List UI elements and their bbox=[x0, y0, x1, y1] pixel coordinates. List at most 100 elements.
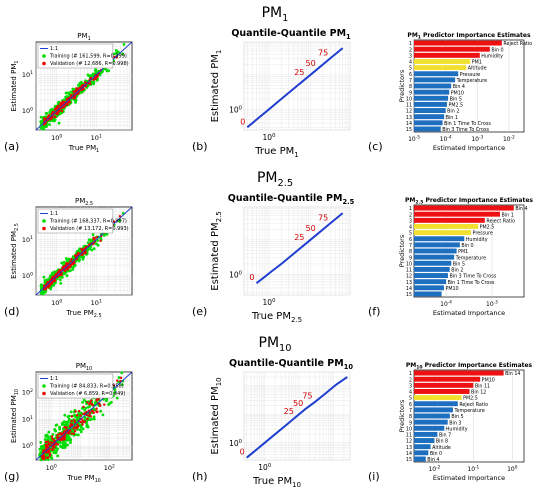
y-axis-label: Estimated PM2.5 bbox=[210, 211, 223, 291]
legend-swatch bbox=[42, 391, 46, 396]
training-point bbox=[46, 438, 50, 442]
importance-bar bbox=[414, 40, 502, 46]
importance-bar bbox=[414, 101, 447, 107]
validation-point bbox=[51, 445, 55, 448]
validation-point bbox=[76, 252, 79, 256]
validation-point bbox=[47, 285, 50, 288]
importance-bar bbox=[414, 120, 443, 126]
validation-point bbox=[55, 436, 59, 439]
validation-point bbox=[75, 414, 79, 417]
y-axis-label: Predictors bbox=[398, 399, 406, 432]
legend-entry: Training (# 161,599, R=0.999) bbox=[49, 54, 127, 60]
validation-point bbox=[89, 399, 93, 402]
bar-label: Bin 1 Time To Cross bbox=[448, 280, 495, 286]
training-point bbox=[81, 257, 85, 261]
validation-point bbox=[66, 268, 70, 271]
rank-label: 15 bbox=[406, 127, 412, 133]
validation-point bbox=[56, 433, 59, 437]
validation-point bbox=[89, 401, 92, 404]
training-point bbox=[69, 269, 72, 273]
training-point bbox=[45, 112, 49, 115]
importance-bar bbox=[414, 438, 435, 443]
x-tick-label: 10-5 bbox=[408, 135, 420, 143]
bar-label: PM10 bbox=[482, 377, 495, 383]
validation-point bbox=[47, 450, 50, 454]
validation-point bbox=[70, 415, 74, 418]
x-axis-label: True PM1 bbox=[68, 144, 99, 154]
quantile-annotation: 0 bbox=[240, 448, 245, 457]
validation-point bbox=[70, 423, 74, 426]
training-point bbox=[92, 417, 96, 421]
training-point bbox=[79, 430, 83, 434]
training-point bbox=[107, 403, 111, 406]
importance-bar bbox=[414, 456, 426, 462]
y-tick-label: 101 bbox=[22, 235, 33, 244]
training-point bbox=[38, 447, 42, 451]
legend-box bbox=[37, 208, 114, 234]
y-axis-label: Predictors bbox=[398, 234, 406, 267]
y-axis-label: Estimated PM1 bbox=[10, 61, 20, 112]
validation-point bbox=[65, 98, 69, 101]
chart-title: Quantile-Quantile PM1 bbox=[231, 28, 351, 41]
validation-point bbox=[74, 410, 77, 413]
x-tick-label: 10-3 bbox=[471, 135, 483, 143]
y-tick-label: 100 bbox=[22, 441, 33, 450]
quantile-annotation: 50 bbox=[306, 224, 316, 233]
training-point bbox=[41, 126, 45, 130]
validation-point bbox=[50, 435, 54, 438]
importance-bar bbox=[414, 52, 480, 58]
x-tick-label: 100 bbox=[51, 133, 62, 142]
training-point bbox=[92, 415, 96, 419]
training-point bbox=[62, 260, 66, 264]
bar-label: PM1 bbox=[472, 60, 482, 66]
validation-point bbox=[60, 109, 64, 113]
importance-bar bbox=[414, 285, 444, 291]
quantile-annotation: 25 bbox=[294, 233, 304, 242]
validation-point bbox=[46, 440, 50, 443]
training-point bbox=[55, 423, 59, 427]
training-point bbox=[114, 49, 118, 52]
validation-point bbox=[49, 441, 53, 444]
validation-point bbox=[53, 115, 57, 119]
validation-point bbox=[67, 432, 71, 435]
training-point bbox=[39, 115, 43, 119]
rank-label: 7 bbox=[409, 243, 412, 249]
validation-point bbox=[44, 440, 48, 444]
training-point bbox=[77, 412, 81, 415]
chart-0: 1:1 Training (# 161,599, R=0.999)Validati… bbox=[10, 32, 133, 154]
training-point bbox=[40, 444, 43, 448]
importance-bar bbox=[414, 205, 514, 211]
y-tick-label: 101 bbox=[22, 415, 33, 424]
validation-point bbox=[55, 112, 59, 116]
importance-bar bbox=[414, 242, 460, 248]
rank-label: 7 bbox=[409, 408, 412, 414]
validation-point bbox=[48, 454, 52, 457]
validation-point bbox=[86, 417, 89, 421]
validation-point bbox=[51, 448, 54, 451]
validation-point bbox=[103, 403, 106, 406]
validation-point bbox=[45, 445, 48, 448]
rank-label: 14 bbox=[406, 451, 412, 457]
rank-label: 2 bbox=[409, 212, 412, 218]
training-point bbox=[58, 444, 62, 448]
legend-box bbox=[37, 373, 114, 399]
chart-title: PM1 bbox=[77, 32, 90, 42]
x-axis-label: True PM1 bbox=[254, 146, 299, 159]
importance-bar bbox=[414, 389, 470, 394]
chart-title: Quantile-Quantile PM2.5 bbox=[228, 193, 355, 206]
chart-title: PM2.5 bbox=[75, 197, 93, 207]
validation-point bbox=[62, 438, 65, 441]
rank-label: 3 bbox=[409, 218, 412, 224]
validation-point bbox=[56, 104, 60, 108]
row-heading-text: PM2.5 bbox=[257, 170, 293, 189]
y-axis-label: Estimated PM10 bbox=[210, 377, 223, 454]
panel-letter: (c) bbox=[368, 140, 383, 153]
training-point bbox=[58, 425, 61, 429]
validation-point bbox=[72, 432, 76, 436]
validation-point bbox=[87, 414, 91, 417]
training-point bbox=[59, 441, 62, 445]
importance-bar bbox=[414, 291, 442, 297]
validation-point bbox=[73, 90, 76, 93]
rank-label: 3 bbox=[409, 53, 412, 59]
rank-label: 6 bbox=[409, 237, 412, 243]
